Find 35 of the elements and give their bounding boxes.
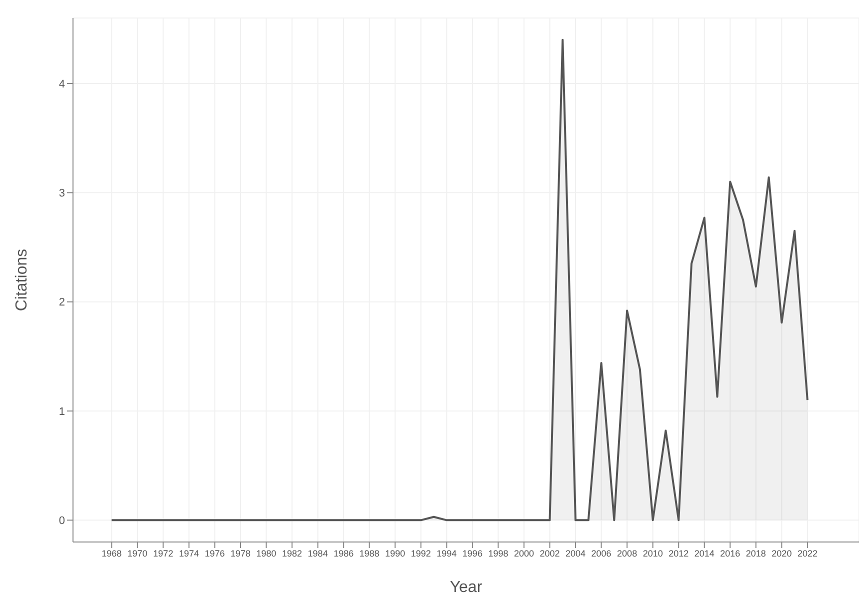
y-tick-label: 2 — [58, 296, 65, 309]
x-tick-label: 2000 — [514, 548, 534, 558]
x-tick-label: 1988 — [359, 548, 380, 558]
x-tick-label: 2022 — [797, 548, 818, 558]
x-axis-title: Year — [450, 579, 483, 596]
x-tick-label: 1976 — [204, 548, 225, 558]
x-tick-label: 2004 — [566, 548, 586, 558]
x-tick-label: 2010 — [642, 548, 663, 558]
x-tick-label: 1968 — [102, 548, 122, 558]
x-tick-label: 1972 — [153, 548, 174, 558]
x-tick-label: 2002 — [540, 548, 560, 558]
y-tick-label: 4 — [58, 78, 65, 90]
x-tick-label: 2020 — [772, 548, 792, 558]
x-tick-label: 2008 — [617, 548, 638, 558]
x-tick-label: 2016 — [720, 548, 740, 558]
x-tick-label: 2006 — [591, 548, 612, 558]
x-tick-label: 1974 — [178, 548, 199, 558]
x-tick-label: 1990 — [385, 548, 406, 558]
x-tick-label: 1994 — [436, 548, 457, 558]
x-tick-label: 1970 — [127, 548, 148, 558]
x-tick-label: 1978 — [230, 548, 251, 558]
x-tick-label: 2014 — [694, 548, 714, 558]
x-tick-label: 1980 — [256, 548, 276, 558]
x-tick-label: 2018 — [746, 548, 766, 558]
x-tick-label: 1982 — [282, 548, 302, 558]
x-tick-label: 1984 — [308, 548, 328, 558]
y-tick-label: 3 — [58, 188, 65, 200]
x-tick-label: 1986 — [334, 548, 354, 558]
x-tick-label: 1998 — [488, 548, 508, 558]
x-tick-label: 2012 — [668, 548, 689, 558]
x-tick-label: 1992 — [410, 548, 431, 558]
x-tick-label: 1996 — [462, 548, 482, 558]
y-tick-label: 1 — [58, 406, 65, 418]
y-axis-title: Citations — [14, 248, 31, 312]
y-tick-label: 0 — [58, 515, 65, 528]
